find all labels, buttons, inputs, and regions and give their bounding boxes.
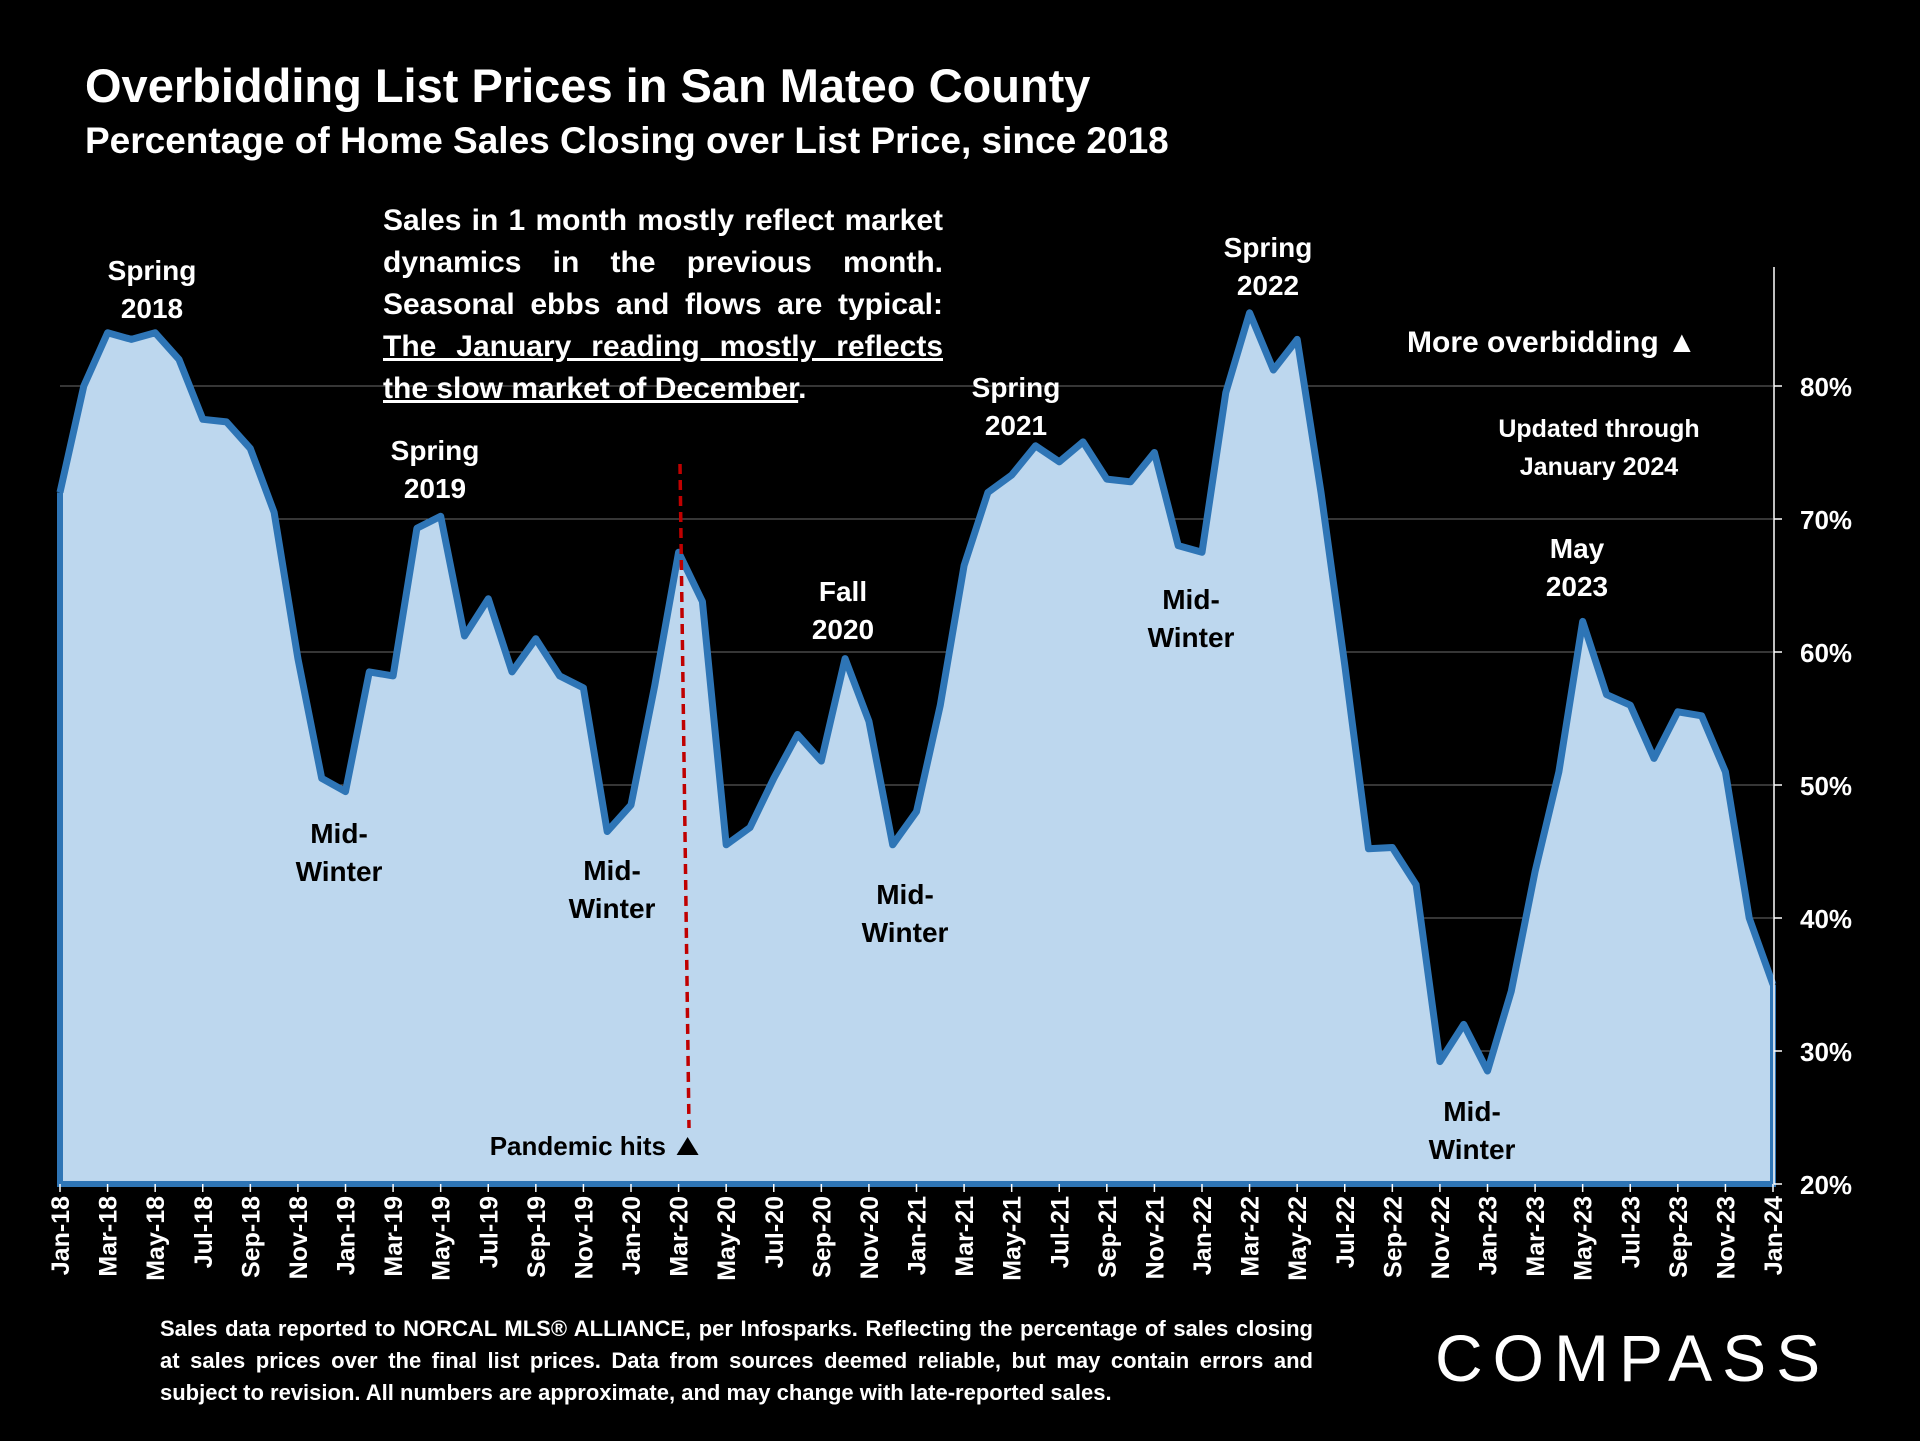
x-tick-label: May-23 [1570,1196,1598,1281]
y-tick-label: 70% [1800,505,1852,535]
x-tick-label: Sep-21 [1094,1196,1122,1278]
chart-title: Overbidding List Prices in San Mateo Cou… [85,59,1091,112]
x-tick-label: Sep-19 [523,1196,551,1278]
annotation-label: Spring 2022 [1224,232,1313,301]
y-tick-label: 20% [1800,1170,1852,1200]
x-tick-label: Jul-18 [190,1196,218,1268]
x-tick-label: Nov-21 [1141,1196,1169,1279]
series-area [60,312,1773,1184]
x-tick-label: Nov-20 [856,1196,884,1279]
x-tick-label: Jan-24 [1760,1196,1788,1275]
x-tick-label: May-19 [428,1196,456,1281]
updated-through-label: Updated through January 2024 [1498,415,1699,481]
compass-logo: COMPASS [1435,1321,1831,1395]
pandemic-label: Pandemic hits [490,1131,666,1161]
annotation-label: Mid-Winter [1148,584,1235,653]
x-tick-label: Nov-19 [570,1196,598,1279]
x-tick-label: Jul-23 [1617,1196,1645,1268]
x-tick-label: Mar-19 [380,1196,408,1277]
annotation-label: Mid-Winter [862,879,949,948]
x-tick-label: May-21 [999,1196,1027,1281]
more-overbidding-label: More overbidding ▲ [1407,326,1697,359]
pandemic-arrow-icon [676,1137,699,1155]
x-tick-label: Jan-22 [1189,1196,1217,1275]
x-tick-label: Jul-22 [1332,1196,1360,1268]
pandemic-line [678,463,691,1129]
x-tick-label: Sep-22 [1379,1196,1407,1278]
x-tick-label: Jan-19 [333,1196,361,1275]
x-tick-label: Mar-20 [666,1196,694,1277]
x-tick-label: Jan-21 [904,1196,932,1275]
x-tick-label: Sep-23 [1665,1196,1693,1278]
x-tick-label: Mar-21 [951,1196,979,1277]
x-tick-label: May-18 [142,1196,170,1281]
note-text: Sales in 1 month mostly reflect market d… [383,204,943,321]
annotation-label: Mid-Winter [569,855,656,924]
y-tick-label: 50% [1800,771,1852,801]
annotation-label: Spring 2019 [391,435,480,504]
x-tick-label: Jan-23 [1475,1196,1503,1275]
y-tick-label: 60% [1800,638,1852,668]
x-tick-label: Nov-18 [285,1196,313,1279]
chart-subtitle: Percentage of Home Sales Closing over Li… [85,120,1169,161]
y-tick-label: 80% [1800,372,1852,402]
x-tick-label: May-22 [1284,1196,1312,1281]
x-tick-label: Jul-19 [475,1196,503,1268]
x-tick-label: Jan-18 [47,1196,75,1275]
annotation-label: Mid-Winter [296,818,383,887]
methodology-note: Sales in 1 month mostly reflect market d… [383,200,943,410]
y-tick-label: 30% [1800,1037,1852,1067]
annotation-label: Spring 2021 [972,372,1061,441]
x-tick-label: Sep-18 [237,1196,265,1278]
x-tick-label: Jul-21 [1046,1196,1074,1268]
x-tick-label: Mar-18 [95,1196,123,1277]
x-tick-label: Nov-23 [1712,1196,1740,1279]
x-tick-label: Sep-20 [808,1196,836,1278]
y-tick-label: 40% [1800,904,1852,934]
x-tick-label: Jan-20 [618,1196,646,1275]
note-end: . [798,372,807,405]
x-tick-label: Nov-22 [1427,1196,1455,1279]
x-tick-label: May-20 [713,1196,741,1281]
x-tick-label: Mar-22 [1237,1196,1265,1277]
annotation-label: Fall 2020 [812,576,874,645]
note-underlined-text: The January reading mostly reflects the … [383,330,943,405]
x-tick-label: Jul-20 [761,1196,789,1268]
x-tick-label: Mar-23 [1522,1196,1550,1277]
annotation-label: Mid-Winter [1429,1096,1516,1165]
annotation-label: Spring 2018 [108,255,197,324]
footer-disclaimer: Sales data reported to NORCAL MLS® ALLIA… [160,1316,1313,1405]
annotation-label: May 2023 [1546,533,1608,602]
